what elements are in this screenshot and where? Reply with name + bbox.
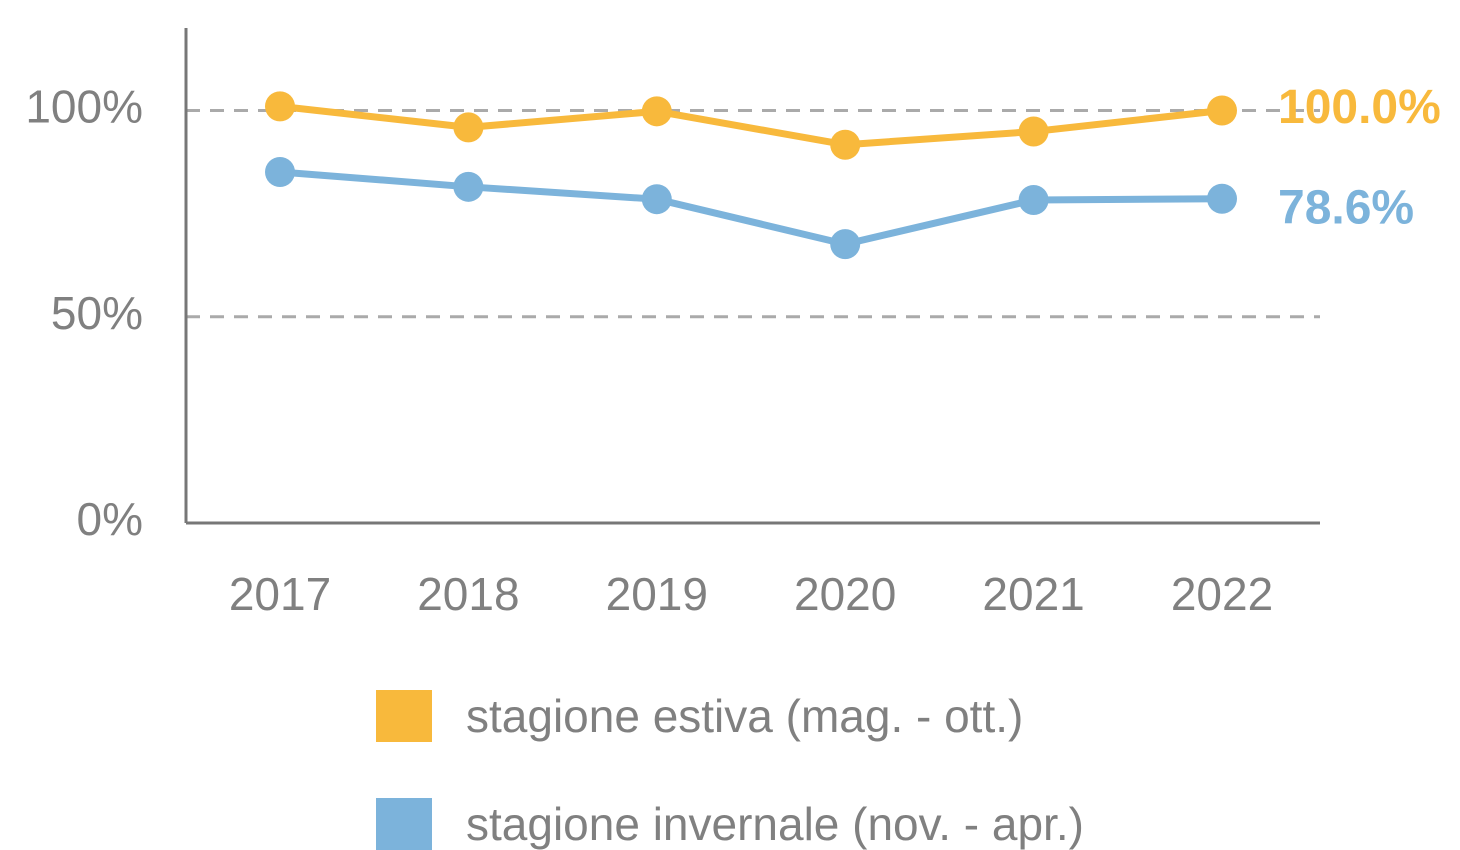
legend-swatch (376, 798, 432, 850)
data-point (830, 129, 861, 160)
data-point (641, 96, 672, 127)
y-tick-label: 50% (51, 287, 143, 339)
series-line (279, 168, 1223, 248)
y-tick-label: 100% (25, 81, 143, 133)
value-label: 78.6% (1278, 181, 1414, 234)
legend-label: stagione invernale (nov. - apr.) (466, 798, 1084, 850)
x-tick-label: 2018 (417, 568, 519, 620)
x-tick-label: 2020 (794, 568, 896, 620)
data-point (1018, 185, 1049, 216)
data-point (1018, 116, 1049, 147)
x-tick-label: 2017 (229, 568, 331, 620)
x-tick-label: 2021 (982, 568, 1084, 620)
legend-swatch (376, 690, 432, 742)
data-point (265, 91, 295, 122)
series-line (279, 102, 1223, 149)
data-point (641, 184, 672, 215)
data-point (830, 229, 861, 260)
data-point (1207, 95, 1237, 126)
data-point (453, 112, 484, 143)
value-label: 100.0% (1278, 81, 1441, 134)
x-tick-label: 2022 (1171, 568, 1273, 620)
data-point (453, 171, 484, 202)
data-point (265, 156, 295, 187)
y-tick-label: 0% (77, 493, 143, 545)
data-point (1207, 183, 1237, 214)
legend-label: stagione estiva (mag. - ott.) (466, 690, 1023, 742)
x-tick-label: 2019 (606, 568, 708, 620)
